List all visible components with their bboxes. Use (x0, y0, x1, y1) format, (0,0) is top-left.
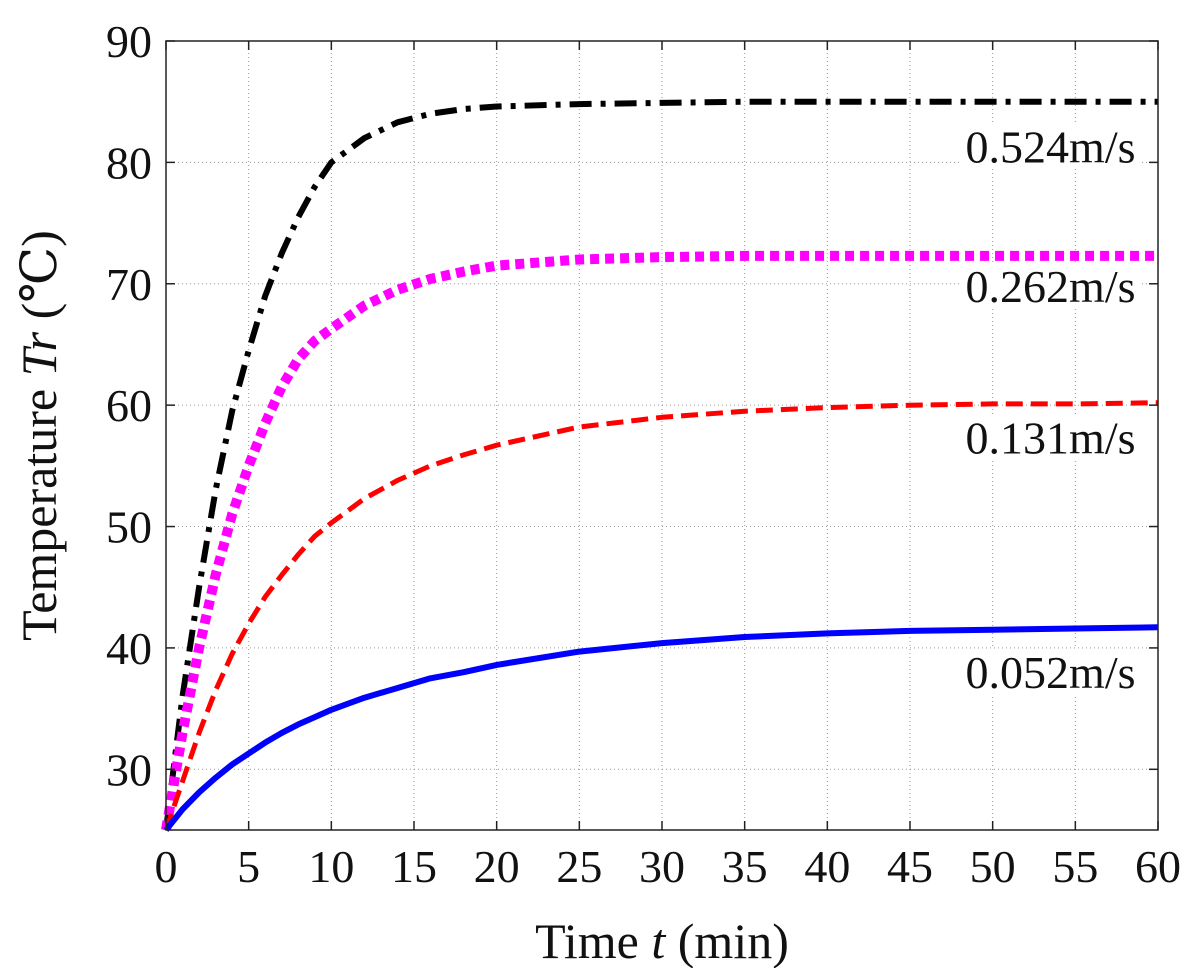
x-axis-title-suffix: (min) (665, 913, 789, 968)
series-line-3 (163, 624, 1159, 832)
y-tick-label: 50 (106, 502, 152, 553)
x-tick-label: 60 (1135, 841, 1181, 892)
series-labels: 0.524m/s 0.262m/s 0.131m/s 0.052m/s (961, 121, 1140, 698)
y-axis-title-suffix: (℃) (11, 230, 67, 332)
axis-ticks: 0 5 10 15 20 25 30 35 40 45 50 55 60 30 40 50 60 70 80 90 (106, 16, 1181, 892)
x-tick-label: 25 (556, 841, 602, 892)
y-tick-label: 70 (106, 259, 152, 310)
series-label-2: 0.131m/s (966, 413, 1136, 464)
x-tick-label: 10 (308, 841, 354, 892)
y-axis-title: Temperature Tr (℃) (11, 230, 67, 641)
x-axis-title-var: t (651, 913, 666, 968)
series-label-3: 0.052m/s (966, 647, 1136, 698)
series-label-1: 0.262m/s (966, 261, 1136, 312)
y-axis-title-var: Tr (11, 331, 67, 376)
x-tick-label: 20 (474, 841, 520, 892)
x-tick-label: 30 (639, 841, 685, 892)
x-tick-label: 0 (155, 841, 178, 892)
x-tick-label: 35 (722, 841, 768, 892)
y-tick-label: 30 (106, 744, 152, 795)
series-group (161, 98, 1159, 832)
series-label-0: 0.524m/s (966, 121, 1136, 172)
x-tick-label: 5 (237, 841, 260, 892)
y-tick-label: 60 (106, 380, 152, 431)
grid (166, 41, 1158, 830)
y-tick-label: 40 (106, 623, 152, 674)
series-line-2 (163, 400, 1159, 831)
x-axis-title: Time t (min) (535, 913, 789, 968)
series-label-bg (961, 648, 1140, 694)
x-tick-label: 55 (1052, 841, 1098, 892)
x-tick-label: 15 (391, 841, 437, 892)
x-tick-label: 50 (970, 841, 1016, 892)
y-tick-label: 90 (106, 16, 152, 67)
y-axis-title-prefix: Temperature (11, 376, 67, 640)
y-tick-label: 80 (106, 137, 152, 188)
x-tick-label: 40 (804, 841, 850, 892)
series-label-bg (961, 262, 1140, 308)
x-axis-title-prefix: Time (535, 913, 651, 968)
x-tick-label: 45 (887, 841, 933, 892)
series-line-0 (163, 98, 1158, 831)
series-label-bg (961, 414, 1140, 460)
series-label-bg (961, 123, 1140, 169)
